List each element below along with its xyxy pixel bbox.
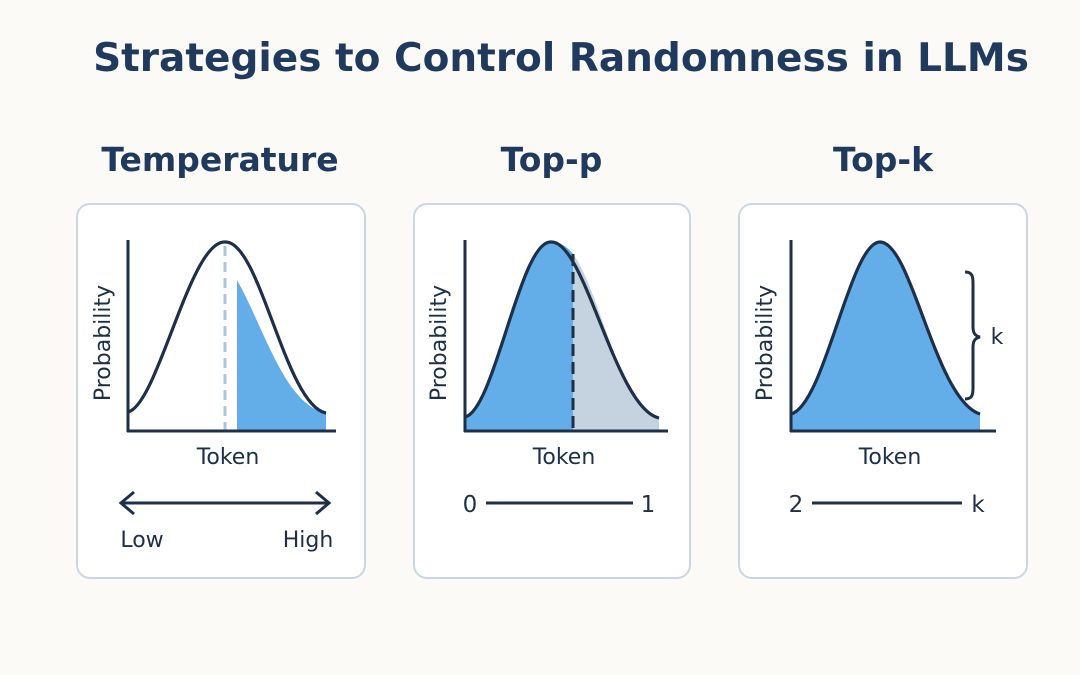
temperature-shaded-region [237, 280, 326, 431]
top-k-y-axis-label: Probability [753, 285, 778, 401]
temperature-scale-high: High [283, 528, 334, 553]
temperature-x-axis-label: Token [196, 445, 260, 470]
top-p-x-axis-label: Token [532, 445, 596, 470]
heading-top-k: Top-k [832, 140, 934, 179]
top-p-shaded-included [465, 241, 573, 431]
top-k-curve [790, 240, 981, 416]
temperature-scale-low: Low [120, 528, 163, 553]
top-p-chart: Probability Token 0 1 [427, 240, 668, 518]
top-k-chart: k Probability Token 2 k [753, 240, 1004, 518]
card-temperature [76, 203, 366, 579]
top-k-scale-right: k [971, 492, 985, 518]
top-p-scale-left: 0 [463, 492, 478, 518]
top-p-scale-right: 1 [641, 492, 656, 518]
heading-temperature: Temperature [101, 140, 339, 179]
top-k-brace-label: k [991, 325, 1004, 350]
temperature-curve [127, 240, 327, 415]
top-p-shaded-excluded [573, 254, 659, 431]
top-p-curve [464, 240, 660, 420]
top-k-x-axis-label: Token [858, 445, 922, 470]
temperature-y-axis-label: Probability [91, 285, 116, 401]
page-title: Strategies to Control Randomness in LLMs [93, 36, 1029, 81]
top-k-brace [964, 270, 981, 401]
top-k-scale-left: 2 [789, 492, 804, 518]
top-k-shaded-region [791, 242, 980, 431]
temperature-chart: Probability Token Low High [91, 240, 336, 553]
heading-top-p: Top-p [500, 140, 603, 179]
temperature-double-arrow [118, 490, 332, 516]
top-p-y-axis-label: Probability [427, 285, 452, 401]
